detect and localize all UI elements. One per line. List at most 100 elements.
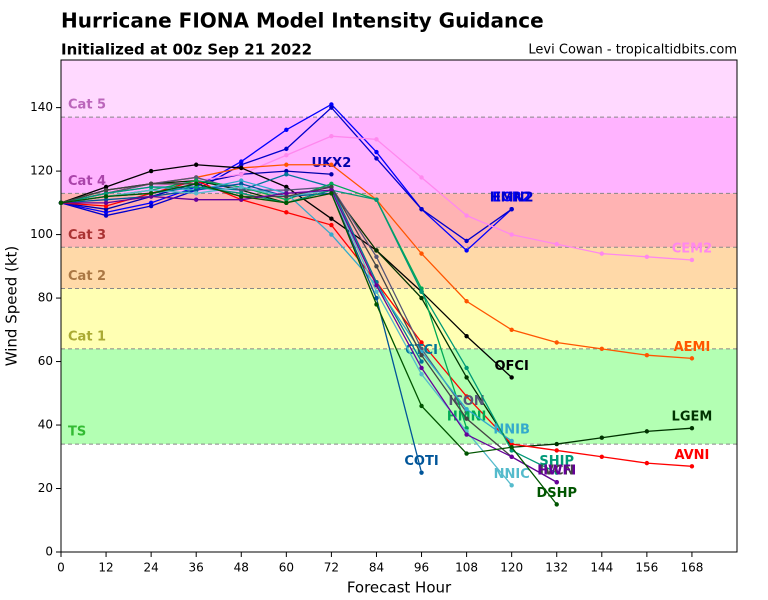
model-point [374,248,379,253]
model-label: NNIB [493,422,530,437]
model-point [644,353,650,358]
chart-title: Hurricane FIONA Model Intensity Guidance [61,9,544,33]
model-point [554,448,559,453]
model-point [239,197,244,202]
model-point [148,184,154,190]
model-point [148,203,154,209]
model-point [374,254,379,259]
model-point [509,327,514,333]
model-point [239,187,244,193]
model-point [419,289,424,294]
model-point [554,470,559,475]
model-point [464,333,469,339]
model-point [329,184,334,190]
model-point [374,283,379,288]
model-point [419,175,424,180]
model-point [284,210,289,215]
model-point [284,172,289,177]
model-point [329,222,334,228]
model-point [58,200,64,206]
model-label: IVCN [539,464,574,479]
model-point [329,133,334,139]
model-point [464,394,469,399]
model-point [103,213,109,218]
model-point [509,445,514,450]
model-point [284,187,289,193]
model-point [284,194,289,199]
model-point [284,146,289,152]
model-point [644,460,650,466]
model-point [284,184,289,190]
model-point [194,175,199,180]
band-label: Cat 3 [68,228,106,243]
plot-frame [60,59,738,553]
model-point [329,105,334,110]
model-point [239,172,244,177]
band-label: TS [68,425,86,440]
intensity-band [61,193,737,248]
model-label: DSHP [536,486,577,501]
model-label: COTI [404,454,438,469]
model-point [148,191,154,196]
model-point [103,206,109,212]
x-tick-label: 108 [455,561,478,575]
x-tick-label: 168 [680,561,703,575]
model-point [464,432,469,437]
model-point [194,184,199,190]
intensity-band [61,247,737,289]
model-point [464,406,469,412]
x-tick-label: 36 [189,561,204,575]
model-point [103,197,109,202]
model-point [103,194,109,199]
model-point [329,232,334,237]
model-label: AVNI [674,448,709,463]
model-point [284,127,289,133]
model-point [464,299,469,304]
intensity-band [61,60,737,118]
model-point [148,194,154,199]
model-label: LGEM [672,410,713,425]
y-tick-label: 60 [38,354,53,368]
model-point [419,372,424,377]
x-tick-label: 84 [369,561,384,575]
model-point [239,162,244,167]
model-point [509,206,514,212]
model-point [689,464,695,469]
model-point [284,153,289,158]
model-point [239,178,244,183]
model-point [374,156,379,161]
model-point [509,454,514,459]
model-point [464,248,469,253]
model-point [284,168,289,174]
model-point [148,200,154,206]
x-tick-label: 96 [414,561,429,575]
y-tick-label: 120 [30,164,53,178]
model-point [103,187,109,193]
chart-subtitle: Initialized at 00z Sep 21 2022 [61,41,312,59]
model-point [599,251,604,256]
model-point [329,187,334,193]
intensity-band [61,348,737,445]
model-point [554,441,559,447]
y-tick-label: 40 [38,418,53,432]
model-point [689,257,695,263]
y-tick-label: 100 [30,227,53,241]
model-point [194,187,199,193]
model-point [374,289,379,294]
model-point [554,502,559,507]
model-line [60,183,558,505]
model-point [689,356,695,361]
model-point [599,454,604,459]
x-tick-label: 132 [545,561,568,575]
model-point [419,251,424,256]
model-point [103,191,109,196]
model-point [103,210,109,215]
model-point [148,187,154,193]
model-point [644,429,650,434]
model-label: HWFI [537,464,576,479]
model-point [419,470,424,475]
y-tick-label: 80 [38,291,53,305]
model-line [60,186,558,474]
model-point [464,375,469,380]
model-point [284,191,289,196]
